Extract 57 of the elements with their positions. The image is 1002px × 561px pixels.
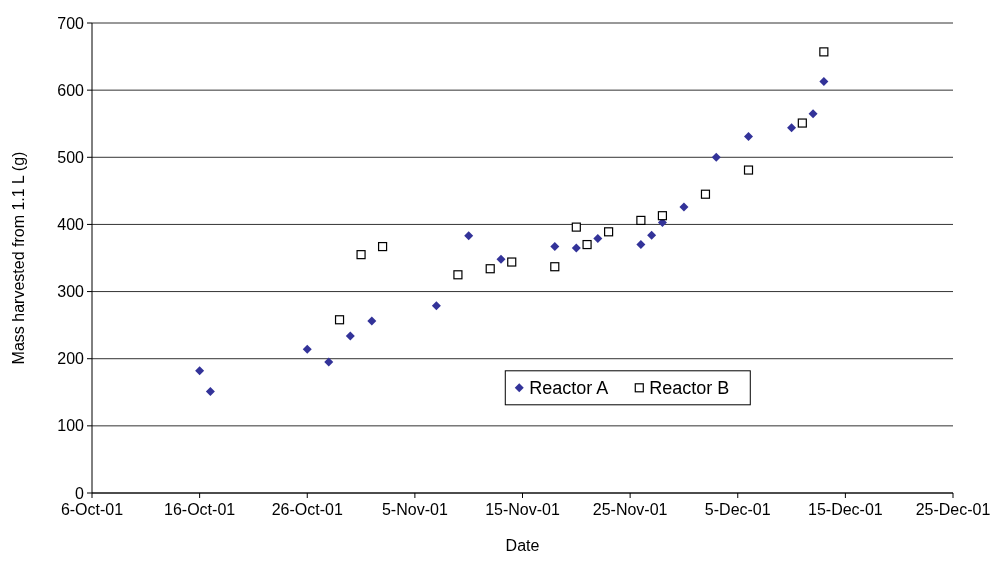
legend-label: Reactor B <box>649 378 730 399</box>
point <box>464 231 474 241</box>
point <box>797 118 807 128</box>
point <box>636 215 646 225</box>
point <box>636 240 646 250</box>
point <box>550 262 560 272</box>
x-tick-label: 6-Oct-01 <box>60 501 124 518</box>
x-tick-label: 5-Dec-01 <box>704 501 771 518</box>
point <box>334 315 345 325</box>
y-tick-label: 200 <box>57 350 85 368</box>
point <box>205 387 215 397</box>
point <box>195 366 205 376</box>
point <box>808 109 818 119</box>
point <box>345 331 355 341</box>
y-tick-label: 600 <box>57 81 85 99</box>
y-tick-label: 0 <box>75 484 85 502</box>
x-tick-label: 15-Nov-01 <box>485 501 560 518</box>
x-tick-label: 25-Dec-01 <box>915 501 991 518</box>
y-tick-label: 100 <box>57 417 85 435</box>
y-axis-title: Mass harvested from 1.1 L (g) <box>10 151 27 365</box>
point <box>582 239 592 250</box>
point <box>819 76 829 86</box>
point <box>485 264 495 274</box>
point <box>571 222 581 232</box>
point <box>593 234 603 244</box>
point <box>700 189 711 199</box>
point <box>356 250 366 260</box>
point <box>302 344 312 354</box>
y-tick-label: 300 <box>57 283 85 301</box>
x-tick-label: 15-Dec-01 <box>808 501 883 518</box>
x-axis-title: Date <box>505 537 540 554</box>
point <box>711 152 721 162</box>
point <box>324 357 334 367</box>
point <box>453 270 463 280</box>
point <box>679 202 689 212</box>
point <box>377 241 388 252</box>
y-tick-label: 700 <box>57 14 85 32</box>
point <box>507 257 517 267</box>
x-tick-label: 26-Oct-01 <box>271 501 343 518</box>
point <box>431 301 441 311</box>
point <box>743 165 754 175</box>
x-tick-label: 25-Nov-01 <box>592 501 668 518</box>
point <box>571 243 581 253</box>
y-tick-label: 500 <box>57 148 85 166</box>
legend-label: Reactor A <box>529 378 609 399</box>
point <box>496 254 506 264</box>
point <box>787 123 797 133</box>
point <box>819 47 829 57</box>
point <box>647 230 657 240</box>
point <box>744 131 754 141</box>
point <box>657 211 668 221</box>
y-tick-label: 400 <box>57 216 85 234</box>
x-tick-label: 16-Oct-01 <box>164 501 236 518</box>
point <box>367 316 377 326</box>
point <box>604 227 614 237</box>
x-tick-label: 5-Nov-01 <box>381 501 448 518</box>
point <box>550 242 560 252</box>
